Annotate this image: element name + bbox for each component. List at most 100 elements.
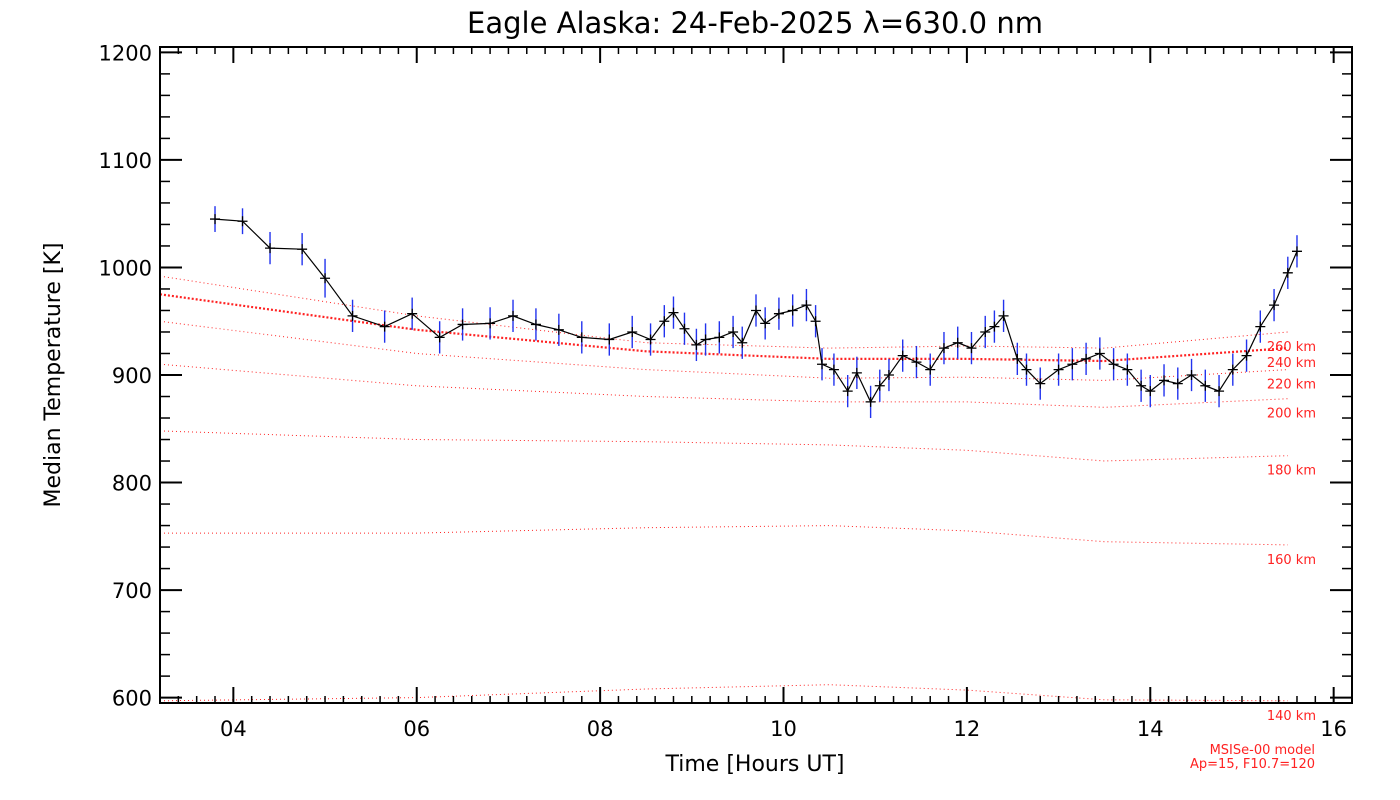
data-point bbox=[714, 332, 725, 343]
data-point bbox=[210, 214, 221, 225]
x-tick-label: 10 bbox=[770, 717, 797, 741]
data-point bbox=[576, 332, 587, 343]
data-point bbox=[828, 364, 839, 375]
data-point bbox=[980, 326, 991, 337]
x-tick-label: 14 bbox=[1137, 717, 1164, 741]
data-point bbox=[1269, 300, 1280, 311]
data-point bbox=[668, 307, 679, 318]
data-point bbox=[659, 316, 670, 327]
data-point bbox=[883, 370, 894, 380]
data-point bbox=[966, 343, 977, 354]
data-point bbox=[457, 319, 468, 330]
data-point bbox=[911, 357, 922, 368]
data-point bbox=[787, 305, 798, 316]
data-point bbox=[265, 243, 276, 254]
data-point bbox=[842, 386, 853, 397]
data-point bbox=[1214, 386, 1225, 397]
y-tick-label: 800 bbox=[112, 472, 152, 496]
data-point bbox=[897, 350, 908, 361]
y-tick-label: 1100 bbox=[99, 149, 152, 173]
x-tick-label: 08 bbox=[587, 717, 614, 741]
data-point bbox=[237, 216, 248, 227]
axes: 04 06 08 10 12 14 16 600 700 800 900 1000 1100 1200 bbox=[99, 41, 1353, 741]
data-point bbox=[1145, 386, 1156, 397]
model-curve-label: 200 km bbox=[1267, 407, 1316, 422]
chart-title: Eagle Alaska: 24-Feb-2025 λ=630.0 nm bbox=[467, 6, 1043, 40]
model-curve bbox=[159, 293, 1288, 363]
model-curve bbox=[159, 320, 1288, 381]
data-point bbox=[925, 364, 936, 375]
y-axis-label: Median Temperature [K] bbox=[41, 243, 66, 508]
data-point bbox=[1122, 364, 1133, 375]
data-point bbox=[1108, 359, 1119, 370]
data-point bbox=[604, 334, 615, 345]
x-tick-label: 06 bbox=[403, 717, 430, 741]
data-point bbox=[851, 367, 862, 378]
model-params-note: Ap=15, F10.7=120 bbox=[1190, 757, 1315, 772]
data-point bbox=[434, 332, 445, 343]
data-point bbox=[874, 380, 885, 391]
plot-frame bbox=[159, 46, 1353, 704]
y-tick-label: 700 bbox=[112, 579, 152, 603]
observed-line bbox=[214, 218, 1298, 404]
y-tick-label: 600 bbox=[112, 687, 152, 711]
model-curve-label: 260 km bbox=[1267, 340, 1316, 355]
data-point bbox=[1291, 246, 1302, 257]
data-point bbox=[989, 321, 1000, 332]
model-curve bbox=[159, 684, 1288, 702]
model-note: MSISe-00 model bbox=[1210, 743, 1315, 758]
data-point bbox=[1012, 353, 1023, 364]
model-curve bbox=[159, 363, 1288, 408]
data-point bbox=[407, 308, 418, 319]
data-point bbox=[679, 323, 690, 334]
data-point bbox=[1186, 370, 1197, 380]
model-curve-label: 220 km bbox=[1267, 378, 1316, 393]
x-tick-label: 04 bbox=[220, 717, 247, 741]
model-curve-label: 180 km bbox=[1267, 464, 1316, 479]
data-point bbox=[508, 310, 519, 321]
data-point bbox=[1081, 353, 1092, 364]
observed-series bbox=[210, 206, 1302, 419]
data-point bbox=[379, 321, 390, 332]
data-point bbox=[865, 396, 876, 407]
data-point bbox=[1136, 380, 1147, 391]
data-point bbox=[530, 319, 541, 330]
data-point bbox=[801, 300, 812, 311]
data-point bbox=[1159, 375, 1170, 386]
model-curve-label: 140 km bbox=[1267, 709, 1316, 724]
data-point bbox=[760, 318, 771, 329]
data-point bbox=[810, 316, 821, 327]
data-point bbox=[627, 326, 638, 337]
data-point bbox=[320, 273, 331, 284]
data-point bbox=[938, 343, 949, 354]
data-point bbox=[700, 334, 711, 345]
data-point bbox=[751, 305, 761, 316]
data-point bbox=[998, 310, 1009, 321]
data-point bbox=[773, 308, 784, 319]
data-point bbox=[952, 337, 963, 348]
y-tick-label: 1200 bbox=[99, 41, 152, 65]
data-point bbox=[728, 326, 739, 337]
x-tick-label: 12 bbox=[954, 717, 981, 741]
data-point bbox=[1021, 364, 1032, 375]
model-curve-label: 240 km bbox=[1267, 356, 1316, 371]
model-curve-label: 160 km bbox=[1267, 553, 1316, 568]
data-point bbox=[297, 244, 308, 255]
data-point bbox=[1053, 364, 1064, 375]
data-point bbox=[817, 359, 828, 370]
data-point bbox=[1172, 378, 1183, 389]
data-point bbox=[1094, 348, 1105, 359]
y-tick-label: 1000 bbox=[99, 256, 152, 280]
data-point bbox=[553, 324, 564, 335]
data-point bbox=[645, 334, 656, 345]
data-point bbox=[1227, 364, 1238, 375]
data-point bbox=[1282, 267, 1293, 278]
data-point bbox=[1067, 359, 1078, 370]
data-point bbox=[1241, 350, 1252, 361]
data-point bbox=[737, 337, 748, 348]
data-point bbox=[1255, 321, 1266, 332]
data-point bbox=[1200, 380, 1211, 391]
y-tick-label: 900 bbox=[112, 364, 152, 388]
x-axis-label: Time [Hours UT] bbox=[665, 752, 845, 777]
